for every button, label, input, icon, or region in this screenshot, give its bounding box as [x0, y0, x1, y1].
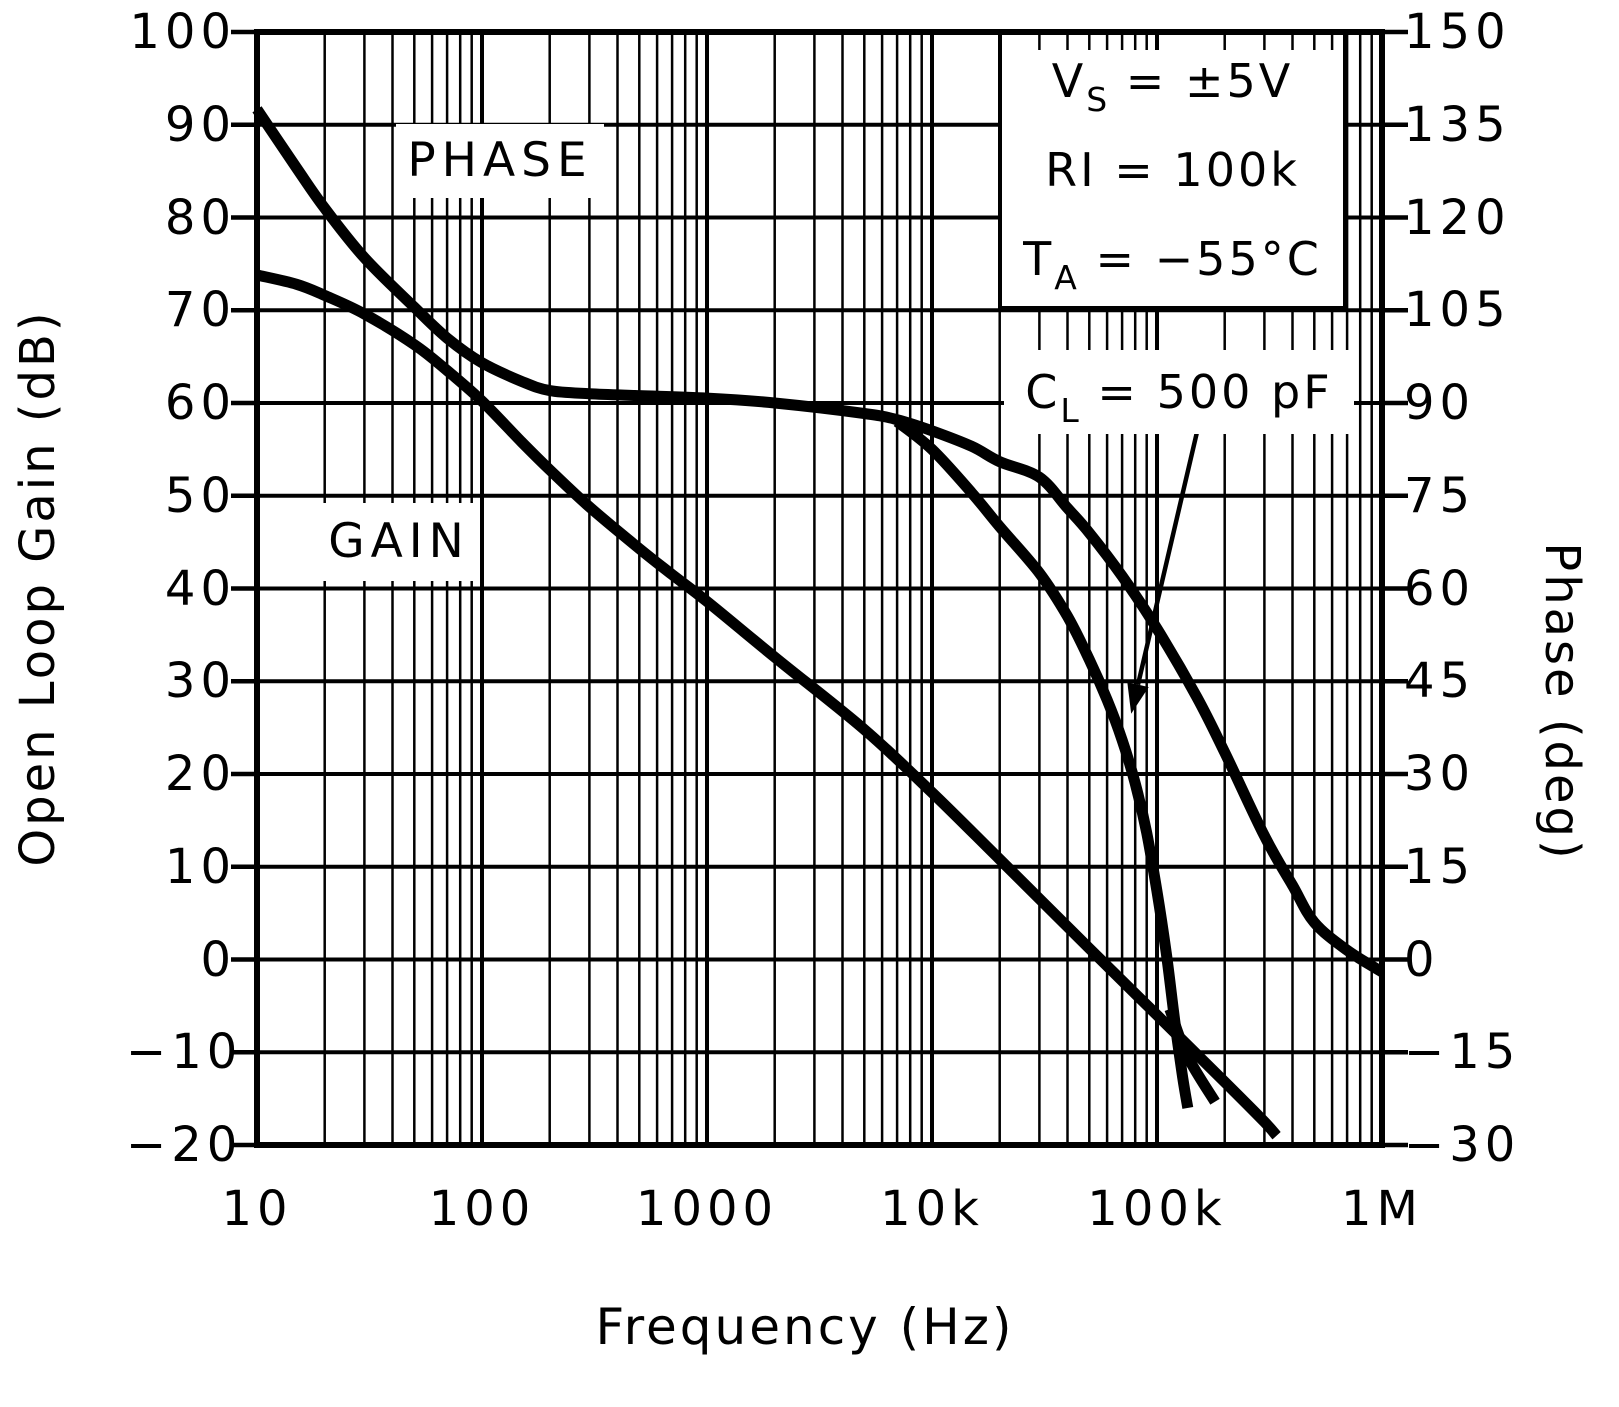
test-conditions-box: VS = ±5V RI = 100k TA = −55°C [1002, 36, 1343, 304]
y-left-tick-30: 30 [164, 653, 236, 710]
cl-callout-arrowhead [1127, 682, 1149, 714]
y-right-tick-0: 0 [1404, 931, 1440, 988]
y-right-tick-60: 60 [1404, 560, 1476, 617]
cl-callout-arrow-line [1135, 431, 1200, 686]
plot-border [254, 29, 1385, 1148]
x-tick-10k: 10k [880, 1181, 984, 1237]
cl-callout-subscript: L [1060, 391, 1080, 430]
y-right-tick-135: 135 [1404, 96, 1511, 153]
y-right-tick-90: 90 [1404, 375, 1476, 431]
y-left-tick-20: 20 [164, 746, 236, 802]
y-left-tick-90: 90 [164, 96, 236, 153]
x-tick-10: 10 [221, 1181, 293, 1237]
y-left-tick-−10: −10 [126, 1024, 243, 1081]
condition-load-resistance: RI = 100k [1045, 142, 1300, 197]
condition-supply-voltage: VS = ±5V [1051, 53, 1294, 119]
x-tick-100k: 100k [1087, 1181, 1227, 1237]
phase-cl-fork-curve [1164, 1007, 1220, 1105]
y-left-tick-40: 40 [164, 560, 236, 617]
phase-curve-label: PHASE [396, 124, 604, 198]
y-left-tick-60: 60 [164, 375, 236, 431]
x-tick-100: 100 [428, 1181, 536, 1237]
y-right-tick-75: 75 [1404, 467, 1476, 524]
y-right-tick-105: 105 [1404, 282, 1511, 339]
phase-cl-500pf-curve [893, 417, 1194, 1109]
y-right-tick-−30: −30 [1404, 1117, 1521, 1173]
condition-temperature: TA = −55°C [1023, 232, 1322, 298]
y-left-tick-−20: −20 [126, 1117, 243, 1173]
y-left-tick-80: 80 [164, 189, 236, 246]
y-right-tick-45: 45 [1404, 653, 1476, 710]
x-axis-title: Frequency (Hz) [595, 1298, 1015, 1356]
gain-curve [255, 269, 1281, 1140]
y-right-tick-−15: −15 [1404, 1024, 1521, 1081]
y-left-tick-0: 0 [200, 931, 236, 988]
y-left-axis-title: Open Loop Gain (dB) [10, 309, 66, 867]
y-right-tick-30: 30 [1404, 746, 1476, 802]
cl-callout-value: = 500 pF [1079, 365, 1333, 419]
y-right-tick-150: 150 [1404, 4, 1511, 60]
gain-curve-label: GAIN [323, 503, 475, 581]
cl-callout-label: CL = 500 pF [1004, 350, 1354, 434]
y-left-tick-10: 10 [164, 838, 236, 895]
test-conditions-frame [998, 30, 1347, 310]
y-left-tick-70: 70 [164, 282, 236, 339]
cl-callout-base: C [1025, 365, 1061, 419]
y-left-tick-50: 50 [164, 467, 236, 524]
y-left-tick-100: 100 [129, 4, 236, 60]
x-tick-1M: 1M [1341, 1181, 1423, 1237]
y-right-tick-15: 15 [1404, 838, 1476, 895]
y-right-tick-120: 120 [1404, 189, 1511, 246]
x-tick-1000: 1000 [635, 1181, 779, 1237]
